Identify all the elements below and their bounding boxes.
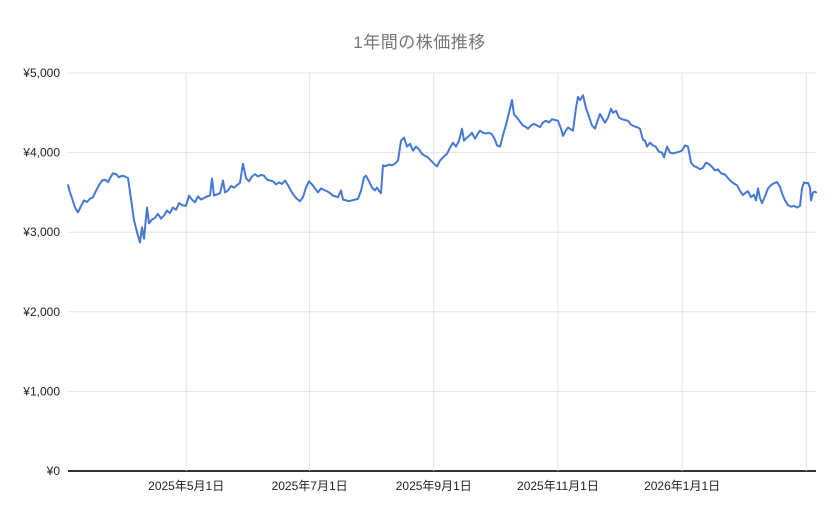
x-tick-label: 2025年5月1日 — [148, 479, 224, 493]
x-tick-label: 2025年9月1日 — [396, 479, 472, 493]
x-tick-label: 2025年7月1日 — [272, 479, 348, 493]
vertical-gridlines — [185, 73, 807, 471]
x-axis-labels: 2025年5月1日 2025年7月1日 2025年9月1日 2025年11月1日 202… — [148, 479, 720, 493]
x-tick-label: 2026年1月1日 — [644, 479, 720, 493]
chart-title: 1年間の株価推移 — [353, 33, 486, 52]
y-tick-label: ¥5,000 — [22, 66, 60, 80]
price-line-series — [67, 94, 817, 244]
y-tick-label: ¥3,000 — [22, 225, 60, 239]
y-axis-labels: ¥0 ¥1,000 ¥2,000 ¥3,000 ¥4,000 ¥5,000 — [22, 66, 60, 478]
y-tick-label: ¥1,000 — [22, 384, 60, 398]
y-tick-label: ¥4,000 — [22, 146, 60, 160]
horizontal-gridlines — [68, 72, 816, 472]
y-tick-label: ¥2,000 — [22, 305, 60, 319]
x-tick-label: 2025年11月1日 — [517, 479, 599, 493]
y-tick-label: ¥0 — [46, 464, 61, 478]
